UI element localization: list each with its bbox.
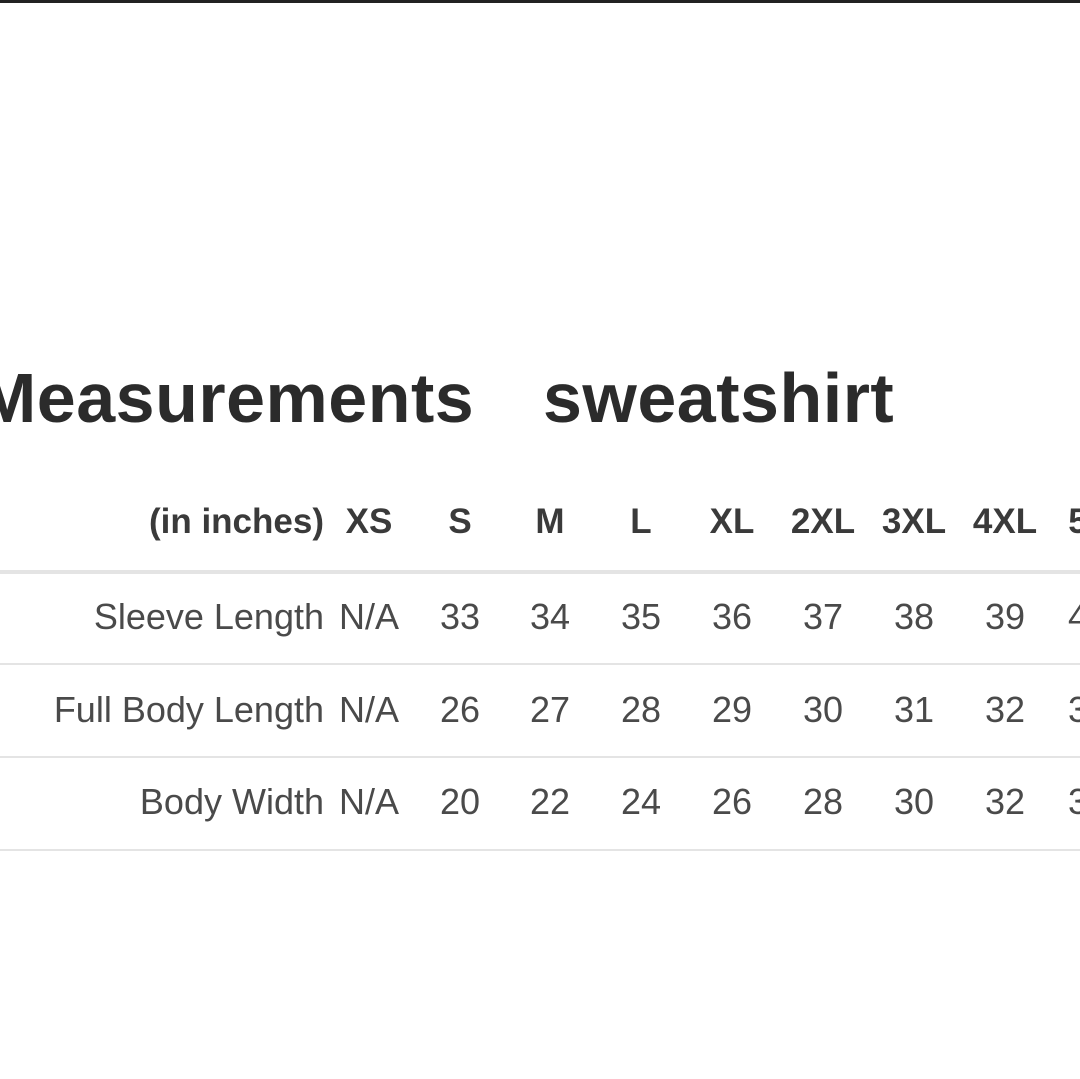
table-cell: 33 — [439, 596, 481, 637]
row-divider — [0, 756, 1080, 758]
table-cell: 26 — [439, 689, 481, 730]
row-label: Body Width — [139, 781, 324, 822]
table-row: Full Body Length N/A 26 27 28 29 30 31 32 3 — [0, 680, 1080, 740]
column-header: 5 — [1068, 502, 1080, 541]
table-cell: 31 — [893, 689, 935, 730]
top-border — [0, 0, 1080, 3]
table-cell: 35 — [620, 596, 662, 637]
table-cell: 3 — [1067, 689, 1080, 730]
table-cell: 36 — [711, 596, 753, 637]
table-cell: 28 — [802, 781, 844, 822]
row-divider — [0, 663, 1080, 665]
table-cell: 22 — [529, 781, 571, 822]
column-header: 4XL — [972, 502, 1038, 541]
table-cell: 29 — [711, 689, 753, 730]
table-cell: 26 — [711, 781, 753, 822]
table-cell: 20 — [439, 781, 481, 822]
row-divider — [0, 849, 1080, 851]
table-cell: 24 — [620, 781, 662, 822]
table-cell: 3 — [1067, 781, 1080, 822]
row-divider — [0, 570, 1080, 574]
header-row: (in inches) XS S M L XL 2XL 3XL 4XL 5 — [0, 492, 1080, 552]
table-cell: 4 — [1067, 596, 1080, 637]
table-cell: 34 — [529, 596, 571, 637]
table-cell: N/A — [338, 596, 399, 637]
table-row: Sleeve Length N/A 33 34 35 36 37 38 39 4 — [0, 587, 1080, 647]
column-header: 3XL — [881, 502, 947, 541]
column-header: 2XL — [790, 502, 856, 541]
column-header: M — [535, 502, 565, 541]
table-cell: 30 — [893, 781, 935, 822]
table-cell: N/A — [338, 781, 399, 822]
table-cell: 30 — [802, 689, 844, 730]
column-header: S — [448, 502, 472, 541]
row-label: (in inches) — [148, 502, 324, 541]
table-cell: 32 — [984, 689, 1026, 730]
table-cell: 39 — [984, 596, 1026, 637]
table-cell: 28 — [620, 689, 662, 730]
row-label: Sleeve Length — [93, 596, 324, 637]
table-cell: 32 — [984, 781, 1026, 822]
table-cell: 37 — [802, 596, 844, 637]
row-label: Full Body Length — [53, 689, 324, 730]
title-measurements: Measurements — [0, 359, 475, 437]
table-cell: 38 — [893, 596, 935, 637]
table-cell: N/A — [338, 689, 399, 730]
table-row: Body Width N/A 20 22 24 26 28 30 32 3 — [0, 772, 1080, 832]
title-product: sweatshirt — [543, 359, 895, 437]
column-header: XL — [709, 502, 755, 541]
column-header: L — [630, 502, 652, 541]
column-header: XS — [345, 502, 393, 541]
table-cell: 27 — [529, 689, 571, 730]
